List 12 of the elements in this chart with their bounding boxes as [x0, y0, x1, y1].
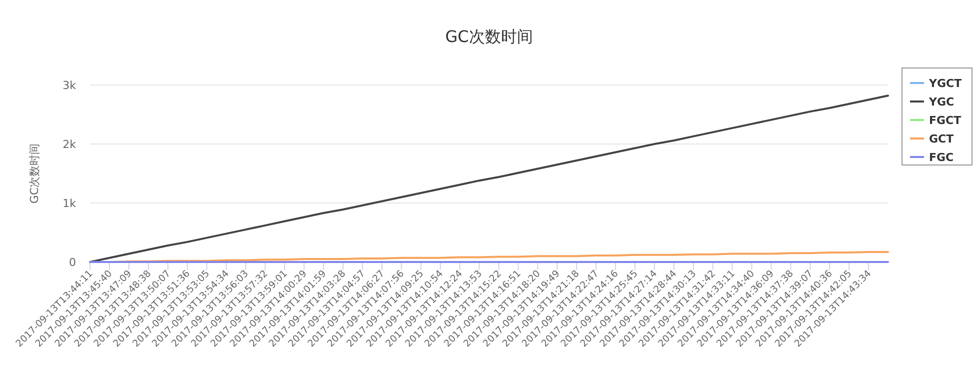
y-tick-label: 3k	[62, 79, 77, 92]
y-tick-label: 2k	[62, 138, 77, 151]
y-axis-title: GC次数时间	[28, 143, 41, 204]
legend-label: YGC	[928, 96, 954, 108]
legend-label: GCT	[929, 132, 954, 146]
chart-title: GC次数时间	[445, 27, 533, 46]
y-tick-label: 1k	[62, 197, 77, 210]
y-tick-label: 0	[69, 256, 76, 269]
line-series	[89, 94, 889, 263]
legend-label: FGC	[929, 151, 954, 164]
legend-label: FGCT	[929, 114, 962, 127]
legend-label: YGCT	[928, 77, 962, 90]
